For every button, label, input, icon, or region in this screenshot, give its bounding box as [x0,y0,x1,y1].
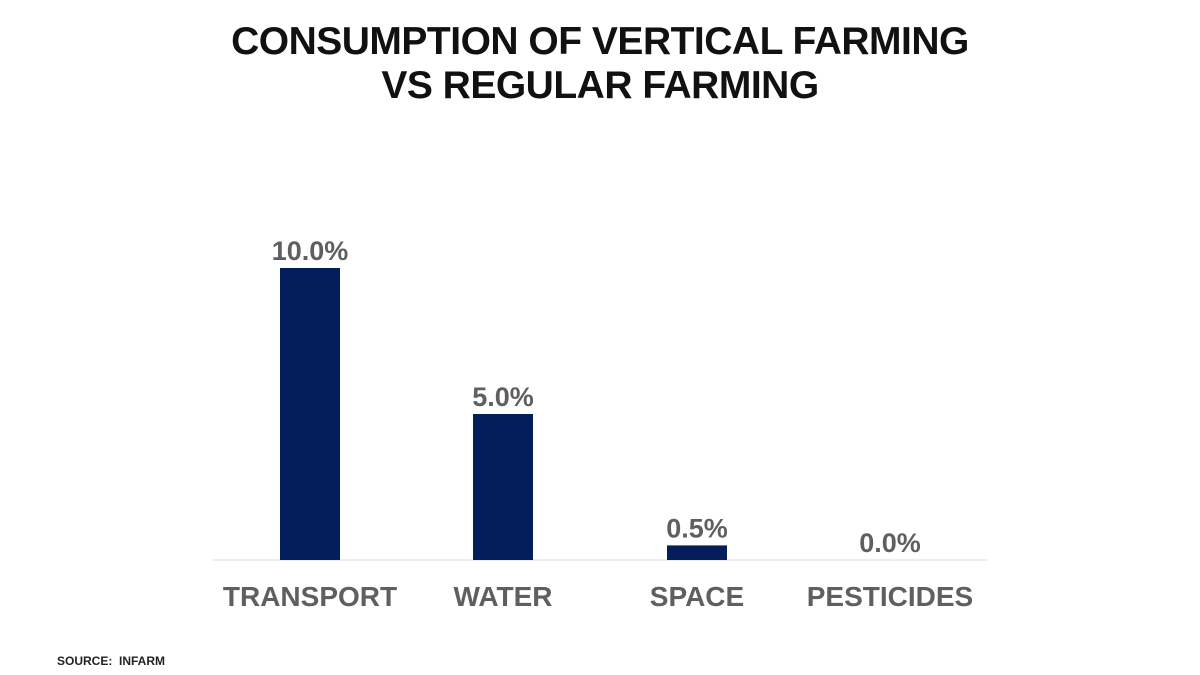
category-label-transport: TRANSPORT [223,581,397,612]
data-label-transport: 10.0% [272,236,349,266]
data-label-space: 0.5% [666,513,728,543]
chart-title-line-2: VS REGULAR FARMING [381,64,819,107]
bar-space [667,545,727,560]
source-note: SOURCE: INFARM [57,654,165,668]
data-label-water: 5.0% [472,382,534,412]
category-label-pesticides: PESTICIDES [807,581,973,612]
chart-title: CONSUMPTION OF VERTICAL FARMING VS REGUL… [0,20,1200,108]
bar-water [473,414,533,560]
bar-transport [280,268,340,560]
chart-title-line-1: CONSUMPTION OF VERTICAL FARMING [231,20,969,63]
category-label-water: WATER [453,581,552,612]
data-label-pesticides: 0.0% [859,528,921,558]
category-label-space: SPACE [650,581,744,612]
